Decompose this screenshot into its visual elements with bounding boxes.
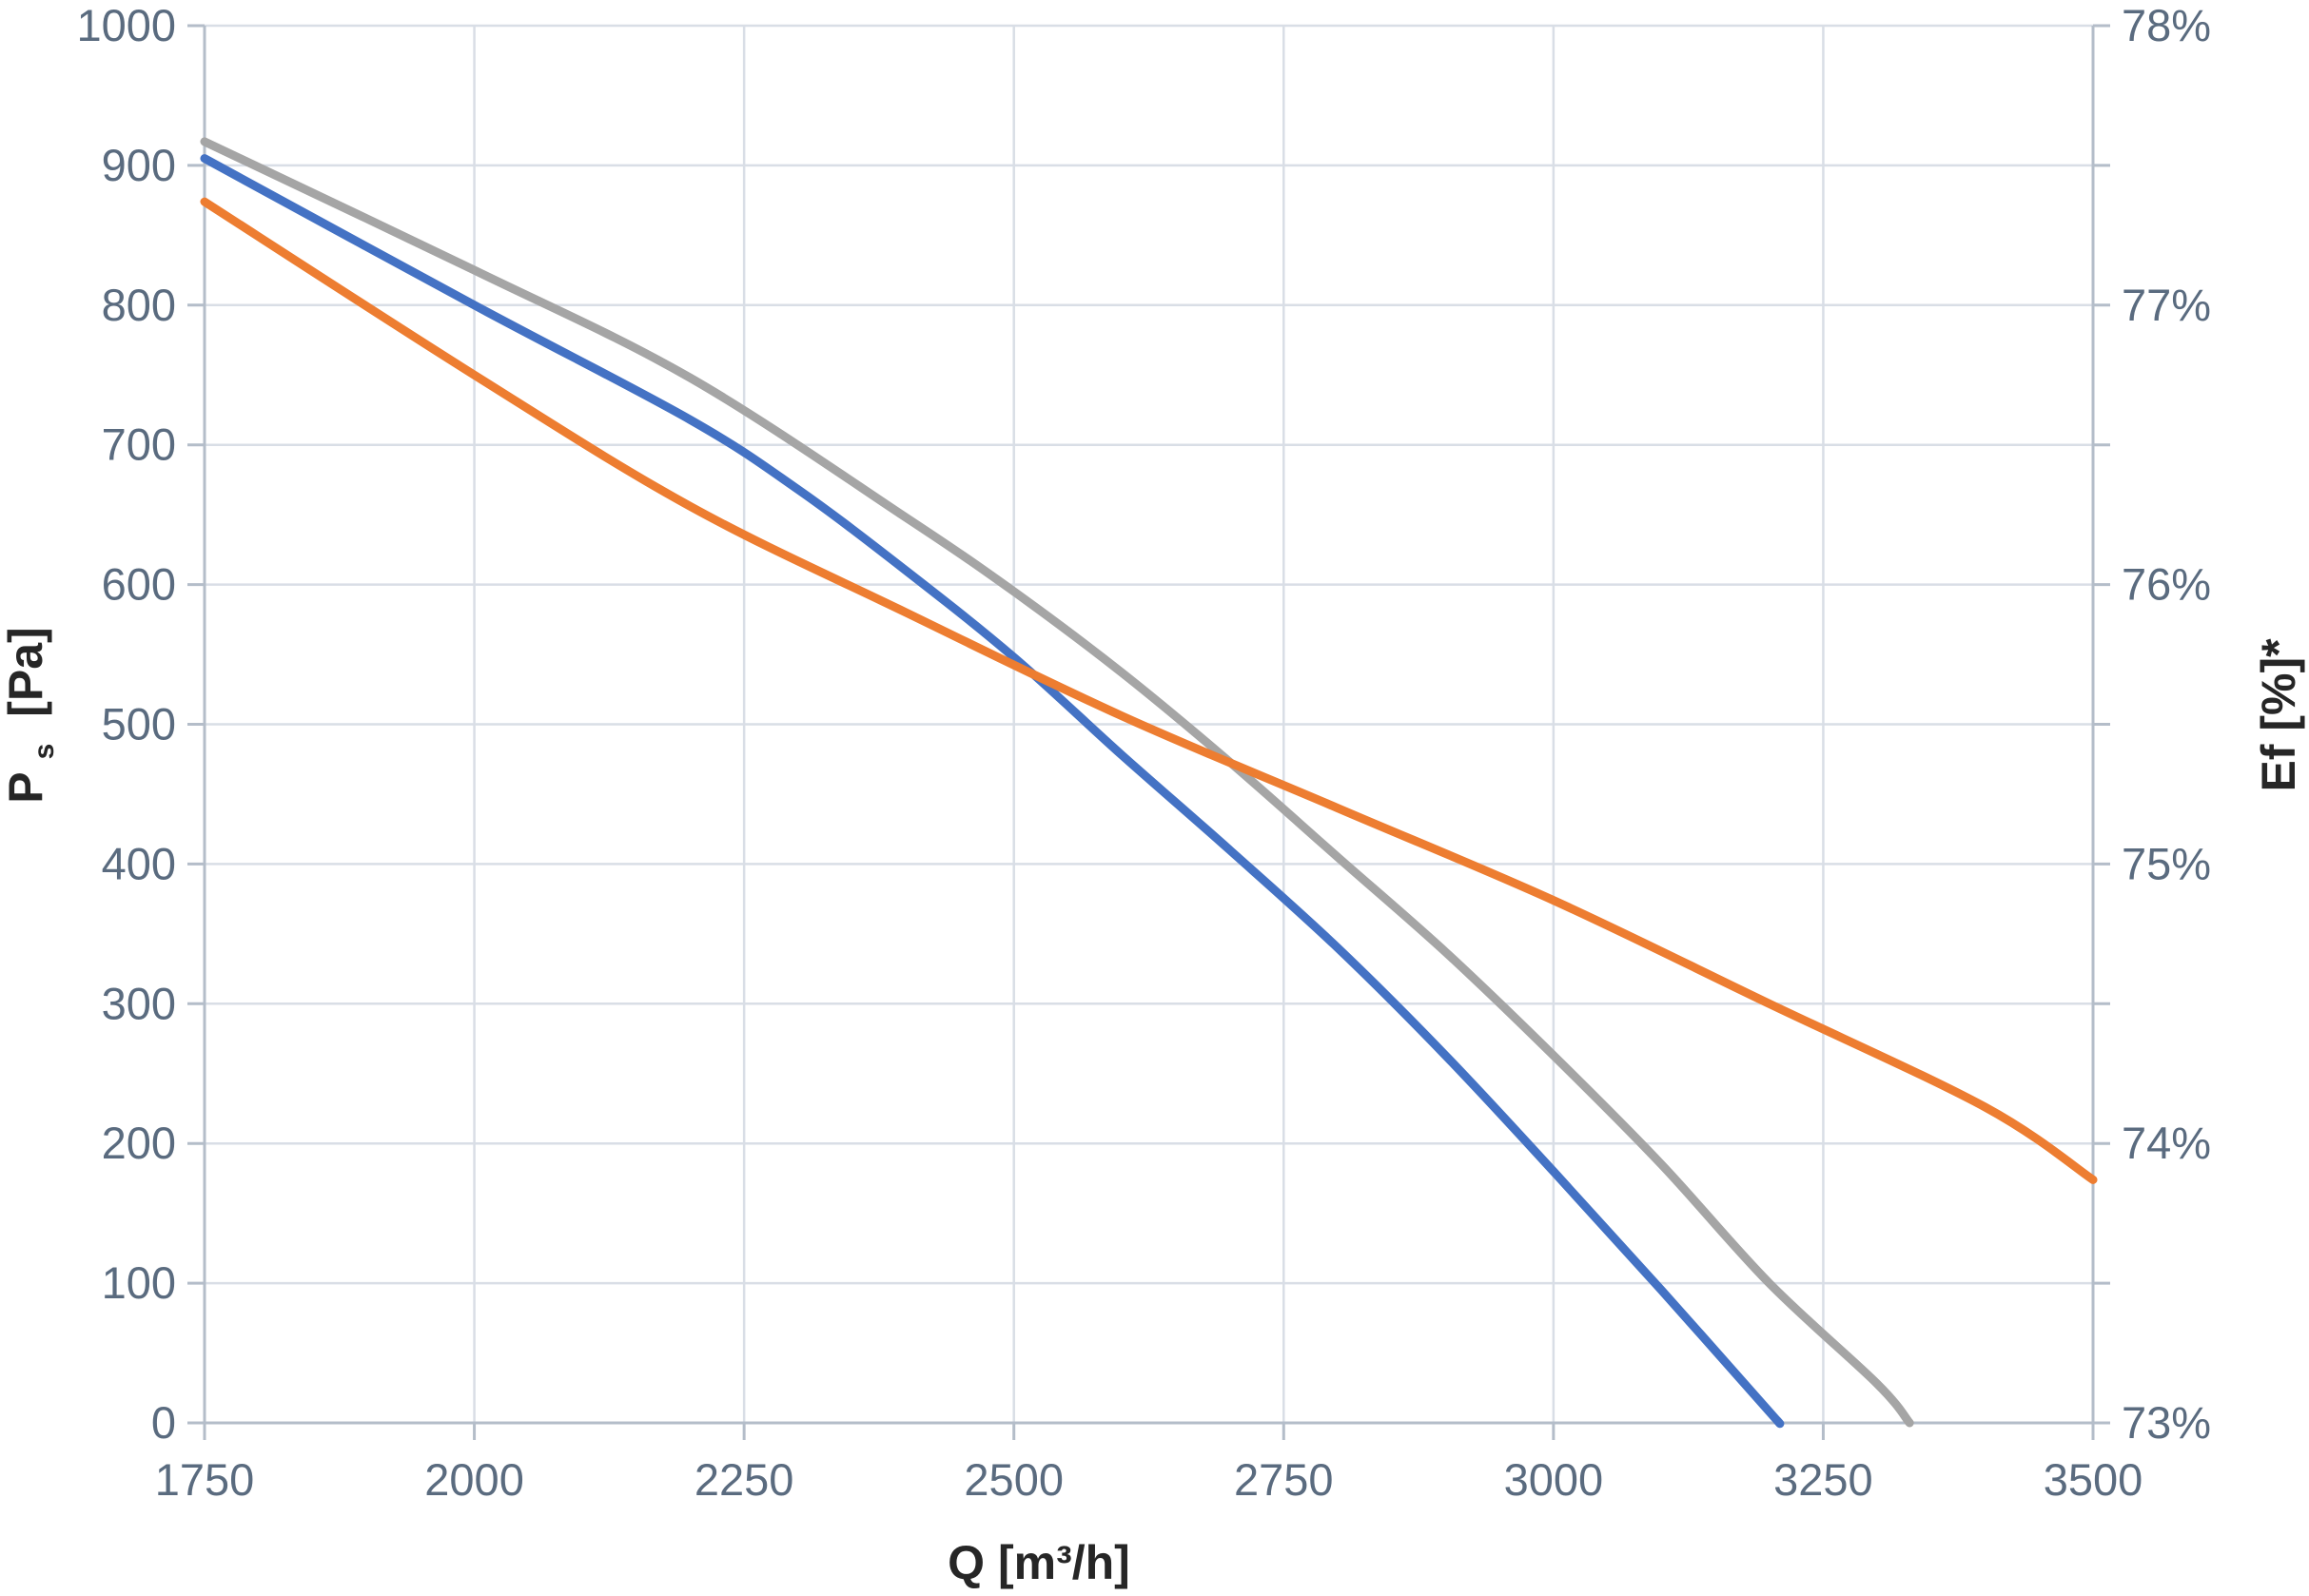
y-axis-left-title-unit: [Pa] <box>0 627 52 716</box>
y-left-tick-label: 500 <box>102 699 176 749</box>
y-left-tick-label: 900 <box>102 140 176 190</box>
x-tick-label: 2000 <box>424 1454 524 1505</box>
series-line-2 <box>200 137 1914 1428</box>
y-left-tick-label: 200 <box>102 1118 176 1168</box>
x-tick-label: 3250 <box>1773 1454 1873 1505</box>
y-right-tick-label: 73% <box>2122 1397 2211 1448</box>
x-tick-label: 3000 <box>1504 1454 1604 1505</box>
y-left-tick-label: 600 <box>102 559 176 610</box>
x-tick-label: 1750 <box>155 1454 255 1505</box>
tick-layer: 0 100 200 300 400 500 600 700 800 900 1000 73% 74% 75… <box>76 0 2211 1505</box>
x-axis-title: Q [m³/h] <box>948 1536 1130 1589</box>
series-line-3 <box>200 197 2098 1184</box>
y-left-tick-label: 100 <box>102 1257 176 1308</box>
y-left-tick-label: 800 <box>102 280 176 330</box>
y-left-tick-label: 400 <box>102 838 176 888</box>
y-right-tick-label: 74% <box>2122 1118 2211 1168</box>
y-axis-left-title: P s [Pa] <box>0 627 64 803</box>
y-right-tick-label: 77% <box>2122 280 2211 330</box>
x-tick-label: 2750 <box>1234 1454 1334 1505</box>
x-tick-label: 2250 <box>695 1454 794 1505</box>
y-axis-left-title-subscript: s <box>29 744 60 760</box>
axis-layer <box>187 24 2110 1440</box>
y-left-tick-label: 1000 <box>76 0 176 50</box>
y-axis-left-title-main: P <box>0 772 52 803</box>
y-left-tick-label: 300 <box>102 978 176 1028</box>
y-right-tick-label: 75% <box>2122 838 2211 888</box>
y-left-tick-label: 700 <box>102 419 176 470</box>
y-right-tick-label: 76% <box>2122 559 2211 610</box>
x-tick-label: 2500 <box>964 1454 1064 1505</box>
y-axis-right-title: Ef [%]* <box>2252 638 2305 792</box>
series-layer <box>200 137 2098 1429</box>
series-line-1 <box>200 154 1785 1429</box>
y-right-tick-label: 78% <box>2122 0 2211 50</box>
x-tick-label: 3500 <box>2044 1454 2143 1505</box>
y-left-tick-label: 0 <box>151 1397 176 1448</box>
